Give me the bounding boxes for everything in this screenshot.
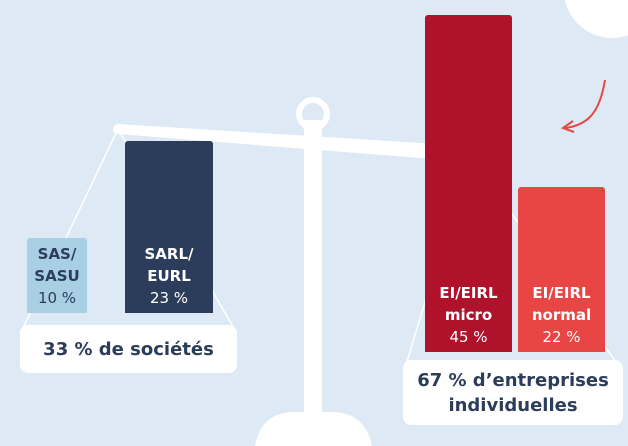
bar-category: SAS/ SASU (34, 243, 79, 287)
infographic: SAS/ SASU10 % SARL/ EURL23 % EI/EIRL micro… (0, 0, 628, 446)
bar-category: SARL/ EURL (145, 243, 194, 287)
arrow (565, 80, 605, 128)
corner-circle (564, 0, 628, 38)
bar-value: 10 % (38, 287, 76, 309)
bar-value: 22 % (542, 326, 580, 348)
group-label: 33 % de sociétés (20, 325, 237, 373)
group-label: 67 % d’entreprises individuelles (403, 360, 623, 425)
bar-category: EI/EIRL micro (439, 282, 497, 326)
bar-value: 45 % (449, 326, 487, 348)
bar-value: 23 % (150, 287, 188, 309)
post (304, 120, 322, 446)
bar-category: EI/EIRL normal (532, 282, 591, 326)
base (255, 412, 372, 446)
